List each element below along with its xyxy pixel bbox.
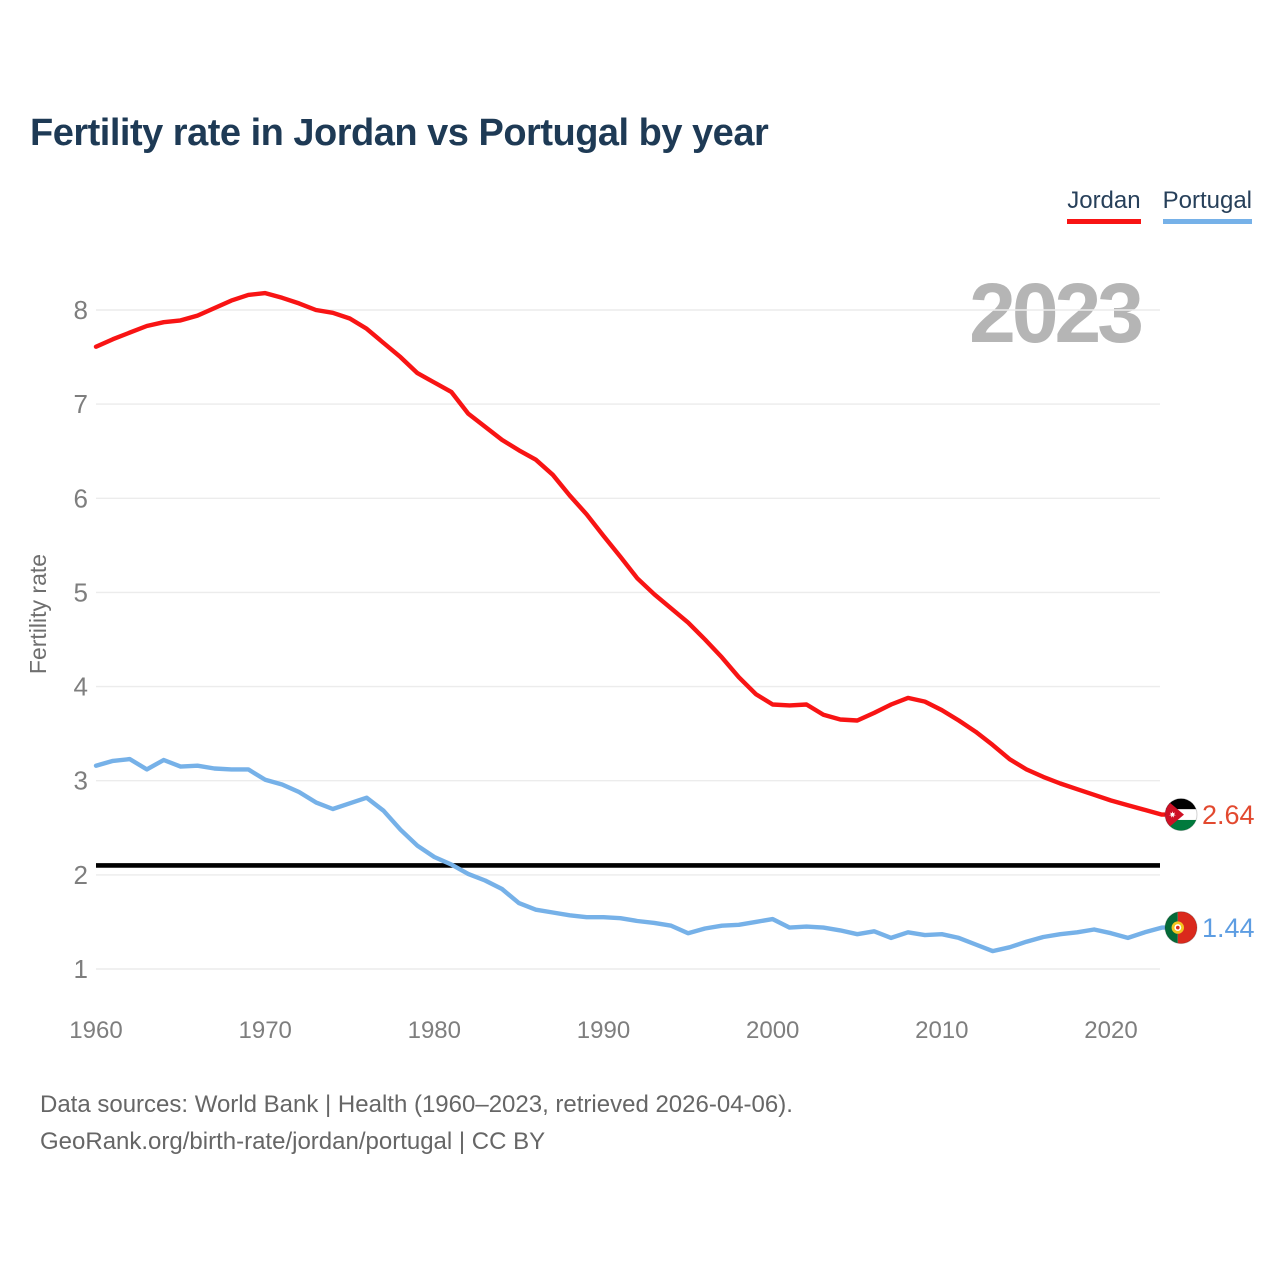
footer-sources-line: Data sources: World Bank | Health (1960–… xyxy=(40,1091,793,1118)
x-tick-1990: 1990 xyxy=(577,1017,630,1044)
x-tick-1960: 1960 xyxy=(69,1017,122,1044)
y-tick-7: 7 xyxy=(74,389,88,419)
x-tick-2000: 2000 xyxy=(746,1017,799,1044)
x-tick-1970: 1970 xyxy=(239,1017,292,1044)
x-tick-1980: 1980 xyxy=(408,1017,461,1044)
portugal-flag-icon xyxy=(1165,911,1197,944)
y-axis-label: Fertility rate xyxy=(25,554,51,674)
x-tick-2020: 2020 xyxy=(1084,1017,1137,1044)
portugal-end-value: 1.44 xyxy=(1202,913,1255,943)
footer: Data sources: World Bank | Health (1960–… xyxy=(40,1086,793,1160)
watermark-year: 2023 xyxy=(969,266,1141,360)
jordan-end-value: 2.64 xyxy=(1202,800,1255,830)
y-tick-8: 8 xyxy=(74,295,88,325)
chart-title: Fertility rate in Jordan vs Portugal by … xyxy=(30,112,769,154)
legend: Jordan Portugal xyxy=(1067,187,1252,224)
y-tick-3: 3 xyxy=(74,766,88,796)
portugal-line[interactable] xyxy=(93,756,1170,954)
y-tick-4: 4 xyxy=(74,672,88,702)
jordan-flag-icon xyxy=(1165,798,1197,831)
legend-item-jordan[interactable]: Jordan xyxy=(1067,187,1141,224)
x-tick-2010: 2010 xyxy=(915,1017,968,1044)
legend-item-portugal[interactable]: Portugal xyxy=(1162,187,1252,224)
y-tick-1: 1 xyxy=(74,954,88,984)
y-tick-6: 6 xyxy=(74,483,88,513)
jordan-line[interactable] xyxy=(93,290,1170,817)
y-tick-5: 5 xyxy=(74,577,88,607)
footer-attribution-line: GeoRank.org/birth-rate/jordan/portugal |… xyxy=(40,1128,546,1155)
y-tick-2: 2 xyxy=(74,860,88,890)
